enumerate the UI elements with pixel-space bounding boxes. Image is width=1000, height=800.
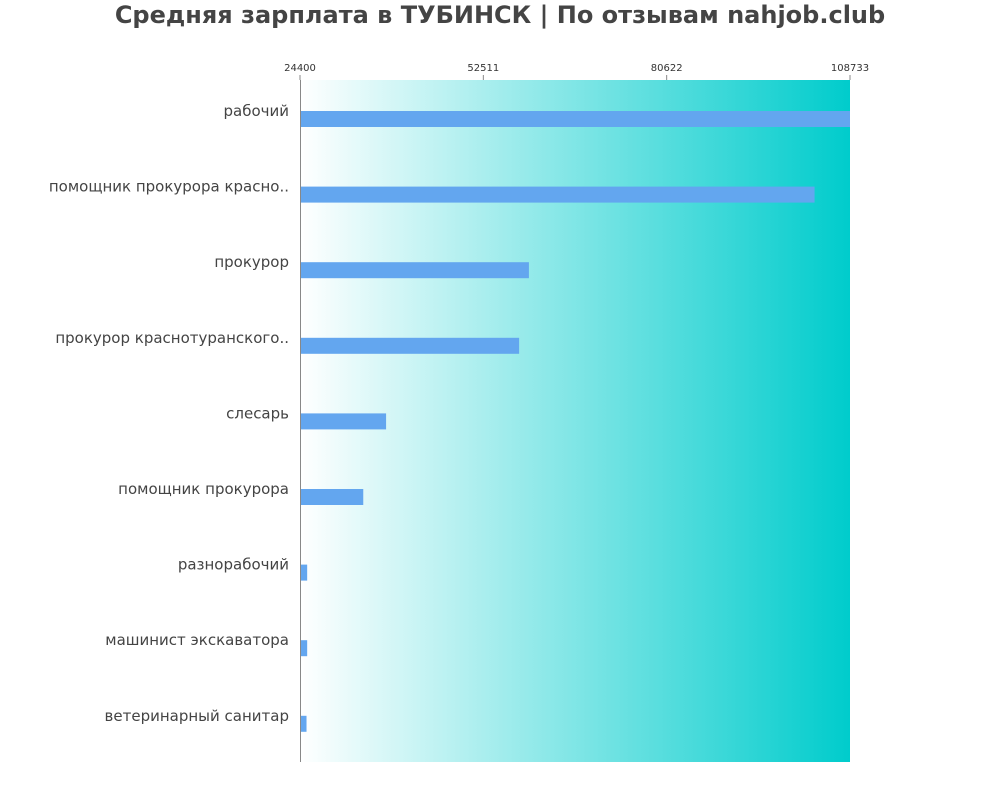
bars	[301, 111, 850, 732]
bar	[301, 111, 850, 127]
bar	[301, 413, 387, 430]
category-label: рабочий	[223, 102, 289, 120]
x-tick-label: 24400	[284, 63, 316, 74]
x-axis-ticks: 24400 52511 80622 108733	[284, 63, 869, 80]
bar	[301, 564, 308, 581]
category-label: ветеринарный санитар	[105, 707, 289, 725]
category-label: помощник прокурора красно..	[49, 178, 289, 196]
category-label: прокурор краснотуранского..	[55, 329, 289, 347]
bar	[301, 262, 529, 279]
category-label: разнорабочий	[178, 556, 289, 574]
category-label: машинист экскаватора	[105, 631, 289, 649]
category-label: слесарь	[226, 404, 289, 422]
x-tick-label: 108733	[831, 63, 869, 74]
category-label: помощник прокурора	[118, 480, 289, 498]
chart-title: Средняя зарплата в ТУБИНСК | По отзывам …	[115, 1, 885, 29]
bar	[301, 186, 815, 203]
bar	[301, 640, 308, 657]
bar	[301, 715, 307, 732]
category-label: прокурор	[214, 253, 289, 271]
bar	[301, 337, 520, 354]
x-tick-label: 52511	[467, 63, 499, 74]
bar	[301, 489, 364, 505]
category-labels: рабочий помощник прокурора красно.. прокур…	[49, 102, 289, 725]
x-tick-label: 80622	[651, 63, 683, 74]
